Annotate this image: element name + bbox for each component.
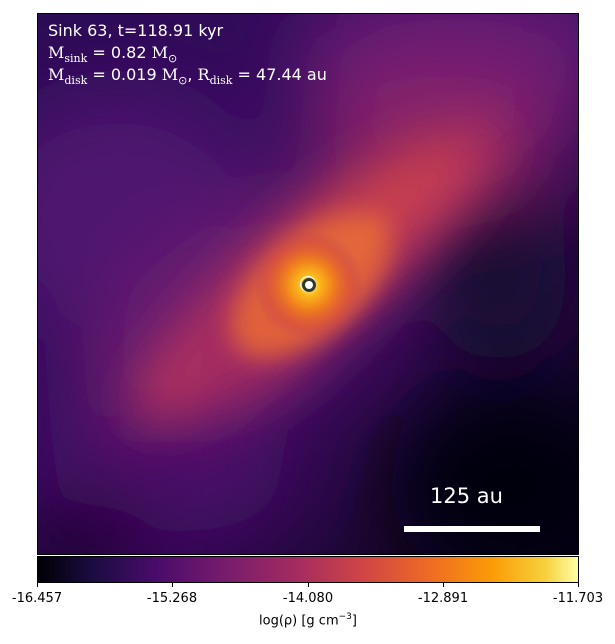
- colorbar-tick: [308, 583, 309, 587]
- colorbar-tick-label: -14.080: [282, 591, 334, 606]
- scale-bar: [404, 526, 540, 532]
- colorbar-tick-label: -11.703: [552, 591, 604, 606]
- sink-mass-line: Msink = 0.82 M⊙: [48, 43, 178, 65]
- disk-solar-unit: M: [161, 65, 179, 84]
- colorbar-tick: [37, 583, 38, 587]
- sink-marker: [302, 278, 316, 292]
- scale-bar-label: 125 au: [430, 484, 503, 508]
- colorbar-tick-label: -16.457: [11, 591, 63, 606]
- disk-solar-symbol: ⊙: [178, 74, 188, 87]
- sink-title: Sink 63, t=118.91 kyr: [48, 21, 224, 40]
- colorbar-label: log(ρ) [g cm−3]: [259, 612, 357, 629]
- density-map-panel: Sink 63, t=118.91 kyr Msink = 0.82 M⊙ Md…: [37, 13, 579, 555]
- density-map-image: [38, 14, 578, 554]
- colorbar-tick-label: -12.891: [417, 591, 469, 606]
- colorbar-tick-label: -15.268: [146, 591, 198, 606]
- colorbar-tick: [443, 583, 444, 587]
- colorbar-tick: [172, 583, 173, 587]
- disk-line: Mdisk = 0.019 M⊙, Rdisk = 47.44 au: [48, 65, 327, 87]
- colorbar: [37, 556, 579, 583]
- colorbar-tick: [578, 583, 579, 587]
